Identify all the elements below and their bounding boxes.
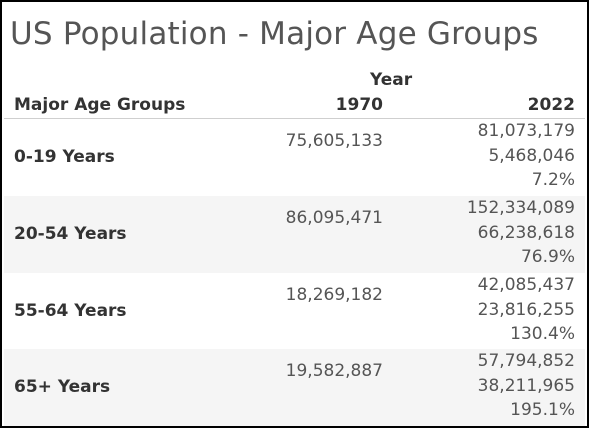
cell-2022-percent-change: 76.9% <box>520 247 575 267</box>
row-header: Major Age Groups <box>14 95 186 115</box>
row-label: 55-64 Years <box>14 301 127 321</box>
column-header-1970: 1970 <box>335 95 383 115</box>
row-label: 65+ Years <box>14 377 111 397</box>
chart-title: US Population - Major Age Groups <box>10 16 539 52</box>
cell-2022-stack: 152,334,089 66,238,618 76.9% <box>467 196 575 270</box>
table-row: 0-19 Years 75,605,133 81,073,179 5,468,0… <box>4 119 585 196</box>
cell-1970: 86,095,471 <box>285 208 383 228</box>
cell-1970: 75,605,133 <box>285 131 383 151</box>
cell-2022-stack: 81,073,179 5,468,046 7.2% <box>478 119 575 193</box>
cell-2022-percent-change: 7.2% <box>531 170 575 190</box>
row-label: 20-54 Years <box>14 224 127 244</box>
cell-2022-value: 81,073,179 <box>477 121 575 141</box>
cell-2022-stack: 42,085,437 23,816,255 130.4% <box>478 273 575 347</box>
table-row: 65+ Years 19,582,887 57,794,852 38,211,9… <box>4 349 585 426</box>
cell-2022-difference: 23,816,255 <box>477 299 575 320</box>
table-row: 20-54 Years 86,095,471 152,334,089 66,23… <box>4 196 585 273</box>
column-header-2022: 2022 <box>527 95 575 115</box>
column-group-header: Year <box>370 70 413 90</box>
cell-2022-value: 57,794,852 <box>477 351 575 371</box>
cell-2022-difference: 66,238,618 <box>477 222 575 243</box>
cell-2022-percent-change: 130.4% <box>510 324 575 344</box>
cell-1970: 18,269,182 <box>285 285 383 305</box>
cell-2022-difference: 5,468,046 <box>488 145 575 166</box>
cell-2022-difference: 38,211,965 <box>477 375 575 396</box>
cell-2022-percent-change: 195.1% <box>510 400 575 420</box>
table-row: 55-64 Years 18,269,182 42,085,437 23,816… <box>4 273 585 350</box>
header-divider <box>4 118 585 119</box>
cell-2022-value: 152,334,089 <box>466 198 575 218</box>
cell-2022-value: 42,085,437 <box>477 275 575 295</box>
cell-2022-stack: 57,794,852 38,211,965 195.1% <box>478 349 575 423</box>
cell-1970: 19,582,887 <box>285 361 383 381</box>
row-label: 0-19 Years <box>14 147 115 167</box>
